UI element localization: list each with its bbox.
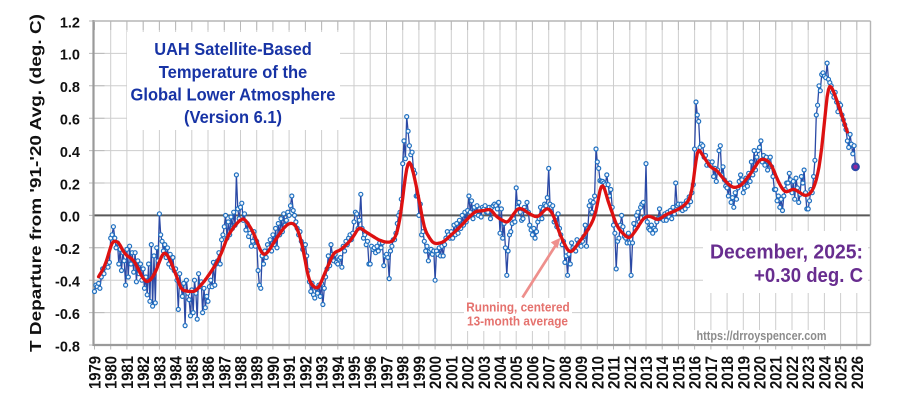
svg-text:1996: 1996	[362, 356, 380, 389]
svg-text:2009: 2009	[573, 356, 591, 389]
svg-text:2006: 2006	[524, 356, 542, 389]
svg-text:1987: 1987	[216, 356, 234, 389]
svg-text:2012: 2012	[622, 356, 640, 389]
svg-text:2013: 2013	[638, 356, 656, 389]
svg-text:1984: 1984	[168, 356, 186, 389]
svg-text:2023: 2023	[800, 356, 818, 389]
svg-text:1997: 1997	[379, 356, 397, 389]
svg-text:1983: 1983	[151, 356, 169, 389]
svg-text:+0.30 deg. C: +0.30 deg. C	[754, 265, 863, 287]
svg-text:1995: 1995	[346, 356, 364, 389]
svg-text:2015: 2015	[670, 356, 688, 389]
svg-text:2000: 2000	[427, 356, 445, 389]
svg-text:2022: 2022	[784, 356, 802, 389]
svg-text:2005: 2005	[508, 356, 526, 389]
svg-text:2001: 2001	[443, 356, 461, 389]
svg-text:2025: 2025	[833, 356, 851, 389]
svg-text:1998: 1998	[395, 356, 413, 389]
svg-text:2014: 2014	[654, 356, 672, 389]
svg-text:2007: 2007	[541, 356, 559, 389]
svg-text:1994: 1994	[330, 356, 348, 389]
svg-text:UAH Satellite-Based: UAH Satellite-Based	[154, 39, 312, 59]
svg-text:2020: 2020	[752, 356, 770, 389]
svg-text:December, 2025:: December, 2025:	[710, 242, 863, 264]
svg-text:https://drroyspencer.com: https://drroyspencer.com	[697, 329, 827, 343]
svg-text:-0.2: -0.2	[55, 242, 80, 258]
svg-text:2011: 2011	[606, 356, 624, 389]
svg-text:Temperature of the: Temperature of the	[159, 62, 308, 82]
svg-text:0.4: 0.4	[60, 145, 80, 161]
svg-text:2016: 2016	[687, 356, 705, 389]
svg-text:0.2: 0.2	[60, 177, 80, 193]
svg-text:T Departure from '91-'20 Avg.: T Departure from '91-'20 Avg. (deg. C)	[28, 14, 45, 352]
svg-text:0.6: 0.6	[60, 113, 80, 129]
svg-text:0.8: 0.8	[60, 80, 80, 96]
svg-text:2018: 2018	[719, 356, 737, 389]
svg-text:Running, centered: Running, centered	[466, 300, 570, 315]
svg-text:-0.8: -0.8	[55, 339, 80, 355]
svg-text:1.0: 1.0	[60, 48, 80, 64]
svg-text:Global Lower Atmosphere: Global Lower Atmosphere	[131, 85, 336, 105]
svg-text:2004: 2004	[492, 356, 510, 389]
svg-text:2008: 2008	[557, 356, 575, 389]
svg-text:1988: 1988	[233, 356, 251, 389]
svg-text:1979: 1979	[87, 356, 105, 389]
svg-text:1.2: 1.2	[60, 15, 80, 31]
svg-text:2010: 2010	[589, 356, 607, 389]
svg-text:1999: 1999	[411, 356, 429, 389]
svg-text:1981: 1981	[119, 356, 137, 389]
svg-text:-0.4: -0.4	[55, 275, 80, 291]
svg-text:2002: 2002	[460, 356, 478, 389]
svg-text:13-month average: 13-month average	[467, 314, 568, 329]
svg-text:1992: 1992	[297, 356, 315, 389]
svg-text:1991: 1991	[281, 356, 299, 389]
svg-text:(Version 6.1): (Version 6.1)	[184, 107, 282, 127]
svg-text:1980: 1980	[103, 356, 121, 389]
svg-text:1986: 1986	[200, 356, 218, 389]
svg-text:1982: 1982	[135, 356, 153, 389]
svg-text:1993: 1993	[314, 356, 332, 389]
svg-text:2024: 2024	[816, 356, 834, 389]
svg-text:-0.6: -0.6	[55, 307, 80, 323]
svg-text:1985: 1985	[184, 356, 202, 389]
svg-text:1990: 1990	[265, 356, 283, 389]
svg-text:1989: 1989	[249, 356, 267, 389]
svg-text:2026: 2026	[849, 356, 867, 389]
svg-text:2021: 2021	[768, 356, 786, 389]
svg-text:0.0: 0.0	[60, 210, 80, 226]
svg-text:2017: 2017	[703, 356, 721, 389]
svg-text:2019: 2019	[735, 356, 753, 389]
svg-text:2003: 2003	[476, 356, 494, 389]
